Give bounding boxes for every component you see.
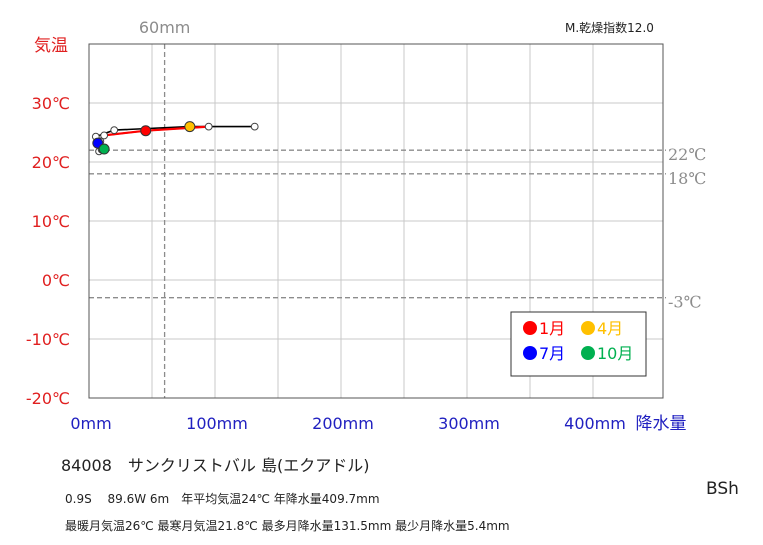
x-tick-label: 0mm — [70, 414, 111, 433]
legend-label: 7月 — [539, 344, 565, 363]
legend-marker — [523, 346, 537, 360]
data-point — [251, 123, 258, 130]
climate-code: BSh — [706, 479, 739, 499]
y-tick-label: 30℃ — [32, 94, 70, 113]
y-axis-title: 気温 — [34, 36, 68, 56]
aridity-label: M.乾燥指数12.0 — [565, 19, 654, 36]
ref-label-y: 22℃ — [668, 145, 706, 164]
legend-marker — [581, 321, 595, 335]
data-point — [111, 127, 118, 134]
station-name: 84008 サンクリストバル 島(エクアドル) — [61, 452, 369, 476]
ref-label-y: 18℃ — [668, 169, 706, 188]
y-tick-label: 10℃ — [32, 212, 70, 231]
x-tick-label: 300mm — [438, 414, 500, 433]
data-point-highlight — [185, 122, 195, 132]
y-tick-label: -10℃ — [26, 330, 70, 349]
x-tick-label: 200mm — [312, 414, 374, 433]
data-point — [101, 132, 108, 139]
legend-marker — [581, 346, 595, 360]
y-tick-label: -20℃ — [26, 389, 70, 408]
data-point-highlight — [99, 144, 109, 154]
data-point-highlight — [141, 126, 151, 136]
legend-label: 10月 — [597, 344, 633, 363]
ref-label-y: -3℃ — [668, 293, 701, 312]
series-loop — [96, 127, 255, 152]
legend-label: 4月 — [597, 319, 623, 338]
legend-label: 1月 — [539, 319, 565, 338]
y-tick-label: 0℃ — [42, 271, 70, 290]
x-axis-title: 降水量 — [636, 414, 687, 434]
legend: 1月 4月 7月 10月 — [511, 312, 646, 376]
location-summary: 0.9S 89.6W 6m 年平均気温24℃ 年降水量409.7mm — [65, 490, 380, 507]
data-point — [205, 123, 212, 130]
x-tick-label: 400mm — [564, 414, 626, 433]
x-tick-label: 100mm — [186, 414, 248, 433]
ref-label-x: 60mm — [139, 18, 191, 37]
legend-marker — [523, 321, 537, 335]
y-tick-label: 20℃ — [32, 153, 70, 172]
extremes-summary: 最暖月気温26℃ 最寒月気温21.8℃ 最多月降水量131.5mm 最少月降水量… — [65, 517, 510, 534]
